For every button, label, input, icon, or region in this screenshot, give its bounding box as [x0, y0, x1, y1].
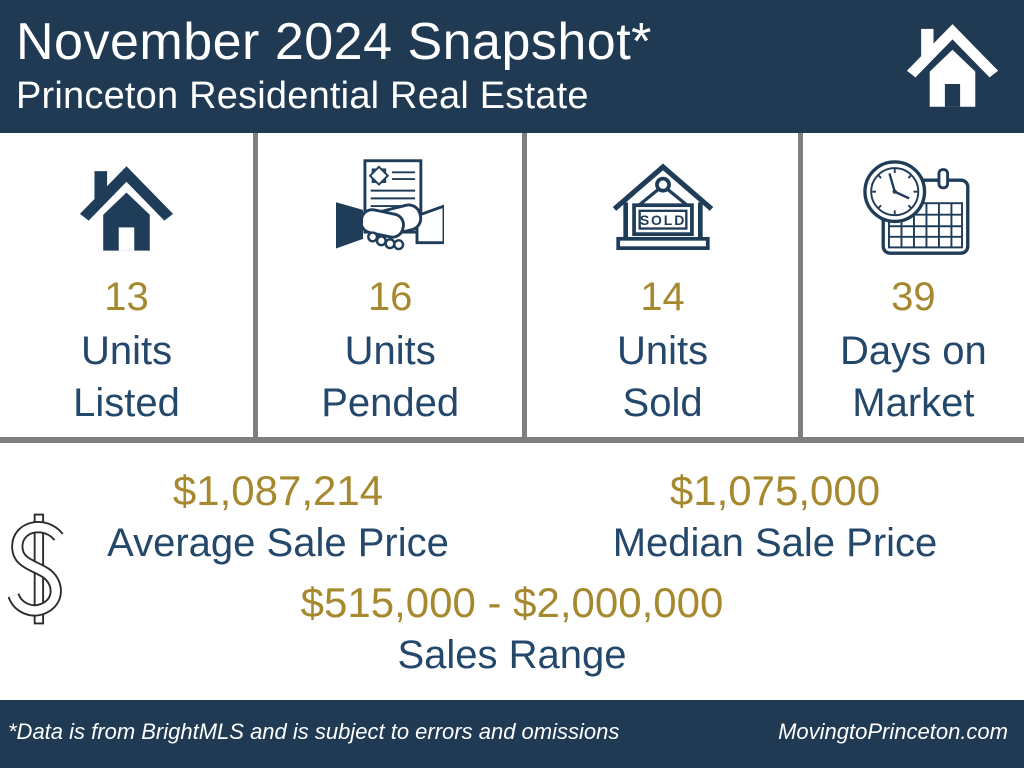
stat-units-listed: 13 Units Listed: [0, 133, 259, 437]
stat-value: 16: [367, 275, 413, 319]
house-icon: [78, 149, 175, 267]
stat-label: Units Sold: [617, 329, 709, 425]
median-price-value: $1,075,000: [669, 467, 881, 514]
stat-value: 39: [891, 275, 936, 319]
sales-range: $515,000 - $2,000,000 Sales Range: [0, 577, 1024, 681]
stat-label: Units Pended: [321, 329, 460, 425]
handshake-contract-icon: [336, 149, 445, 267]
average-price-label: Average Sale Price: [107, 521, 449, 566]
stat-value: 14: [640, 275, 685, 319]
median-sale-price: $1,075,000 Median Sale Price: [512, 465, 1024, 569]
stat-units-sold: SOLD 14 Units Sold: [527, 133, 803, 437]
price-row: $1,087,214 Average Sale Price $1,075,000…: [0, 465, 1024, 569]
sold-sign-text: SOLD: [639, 212, 685, 228]
stats-row: 13 Units Listed: [0, 133, 1024, 437]
stat-label: Days on Market: [840, 329, 987, 425]
median-price-label: Median Sale Price: [612, 521, 938, 566]
header-banner: November 2024 Snapshot* Princeton Reside…: [0, 0, 1024, 133]
stat-days-on-market: 39 Days on Market: [803, 133, 1024, 437]
sold-sign-icon: SOLD: [607, 149, 719, 267]
stat-units-pended: 16 Units Pended: [258, 133, 528, 437]
dollar-sign-icon: [6, 507, 68, 631]
page-subtitle: Princeton Residential Real Estate: [16, 75, 589, 118]
footer-banner: *Data is from BrightMLS and is subject t…: [0, 700, 1024, 768]
stat-value: 13: [104, 275, 149, 319]
sales-range-label: Sales Range: [397, 633, 627, 678]
home-icon: [905, 10, 1000, 120]
website-text: MovingtoPrinceton.com: [778, 719, 1008, 744]
prices-section: $1,087,214 Average Sale Price $1,075,000…: [0, 443, 1024, 700]
section-divider-line: [0, 437, 1024, 443]
stat-label: Units Listed: [73, 329, 180, 425]
average-sale-price: $1,087,214 Average Sale Price: [44, 465, 512, 569]
page-title: November 2024 Snapshot*: [16, 13, 652, 71]
clock-calendar-icon: [854, 149, 972, 267]
sales-range-value: $515,000 - $2,000,000: [300, 579, 724, 627]
average-price-value: $1,087,214: [172, 467, 384, 514]
data-disclaimer: *Data is from BrightMLS and is subject t…: [8, 719, 620, 744]
